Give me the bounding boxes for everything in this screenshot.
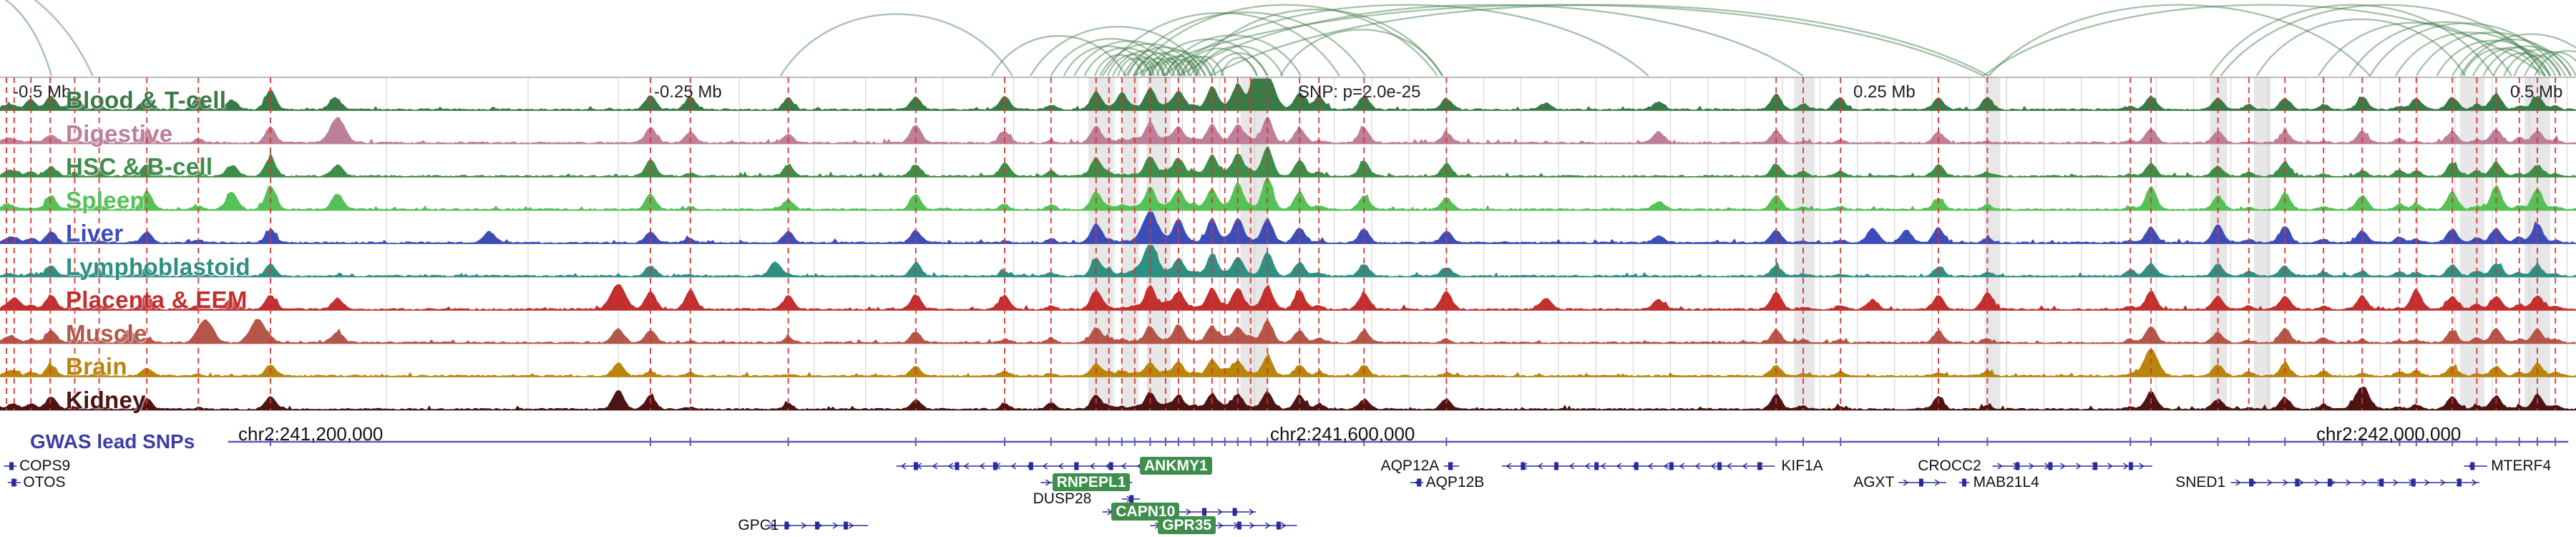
track-label-hsc-b-cell[interactable]: HSC & B-cell: [66, 153, 213, 180]
gene-label-dusp28[interactable]: DUSP28: [1033, 490, 1092, 507]
track-signal-placenta-eem[interactable]: [0, 284, 2576, 311]
track-signal-spleen[interactable]: [0, 178, 2576, 211]
axis-tick-minus-0-5-mb: -0.5 Mb: [13, 82, 72, 102]
gene-label-rnpepl1[interactable]: RNPEPL1: [1052, 473, 1131, 491]
gene-label-gpr35[interactable]: GPR35: [1158, 516, 1216, 534]
track-label-liver[interactable]: Liver: [66, 220, 124, 246]
gene-label-kif1a[interactable]: KIF1A: [1781, 458, 1823, 474]
gwas-lead-snps-label[interactable]: GWAS lead SNPs: [30, 430, 195, 453]
track-label-digestive[interactable]: Digestive: [66, 120, 173, 147]
track-signal-lymphoblastoid[interactable]: [0, 245, 2576, 278]
track-label-lymphoblastoid[interactable]: Lymphoblastoid: [66, 253, 250, 280]
gwas-lead-snps-track[interactable]: [228, 437, 2569, 446]
gene-label-cops9[interactable]: COPS9: [19, 458, 71, 474]
gene-label-otos[interactable]: OTOS: [23, 474, 66, 490]
track-label-muscle[interactable]: Muscle: [66, 319, 147, 347]
gene-annotations: [4, 462, 2487, 530]
axis-tick-0-5-mb: 0.5 Mb: [2510, 82, 2563, 102]
track-signal-brain[interactable]: [0, 349, 2576, 377]
track-signal-muscle[interactable]: [0, 319, 2576, 344]
axis-tick-0-25-mb: 0.25 Mb: [1853, 82, 1916, 102]
track-signal-liver[interactable]: [0, 211, 2576, 244]
track-label-brain[interactable]: Brain: [66, 353, 127, 379]
axis-tick-minus-0-25-mb: -0.25 Mb: [654, 82, 722, 102]
gene-label-mterf4[interactable]: MTERF4: [2491, 458, 2552, 474]
gene-label-mab21l4[interactable]: MAB21L4: [1973, 474, 2039, 490]
track-label-placenta-eem[interactable]: Placenta & EEM: [66, 286, 248, 313]
gene-label-sned1[interactable]: SNED1: [2175, 474, 2226, 490]
track-signal-kidney[interactable]: [0, 386, 2576, 411]
coordinate-label-241600000: chr2:241,600,000: [1270, 423, 1415, 445]
track-label-spleen[interactable]: Spleen: [66, 186, 145, 213]
gene-label-gpc1[interactable]: GPC1: [738, 517, 779, 533]
track-label-kidney[interactable]: Kidney: [66, 386, 146, 413]
track-label-blood-t-cell[interactable]: Blood & T-cell: [66, 87, 227, 113]
track-signal-digestive[interactable]: [0, 117, 2576, 145]
snp-pvalue-annotation: SNP: p=2.0e-25: [1298, 82, 1421, 102]
track-signal-hsc-b-cell[interactable]: [0, 146, 2576, 178]
gwas-snp-lines: [6, 77, 2557, 410]
coordinate-label-242000000: chr2:242,000,000: [2316, 423, 2462, 445]
coordinate-label-241200000: chr2:241,200,000: [238, 423, 384, 445]
gene-label-aqp12b[interactable]: AQP12B: [1425, 474, 1485, 490]
signal-tracks: [0, 78, 2576, 411]
gene-label-ankmy1[interactable]: ANKMY1: [1140, 457, 1212, 475]
track-signal-blood-t-cell[interactable]: [0, 78, 2576, 111]
gene-label-agxt[interactable]: AGXT: [1853, 474, 1895, 490]
gene-label-crocc2[interactable]: CROCC2: [1918, 458, 1981, 474]
gene-label-aqp12a[interactable]: AQP12A: [1380, 458, 1440, 474]
interaction-arcs: [4, 0, 2576, 77]
